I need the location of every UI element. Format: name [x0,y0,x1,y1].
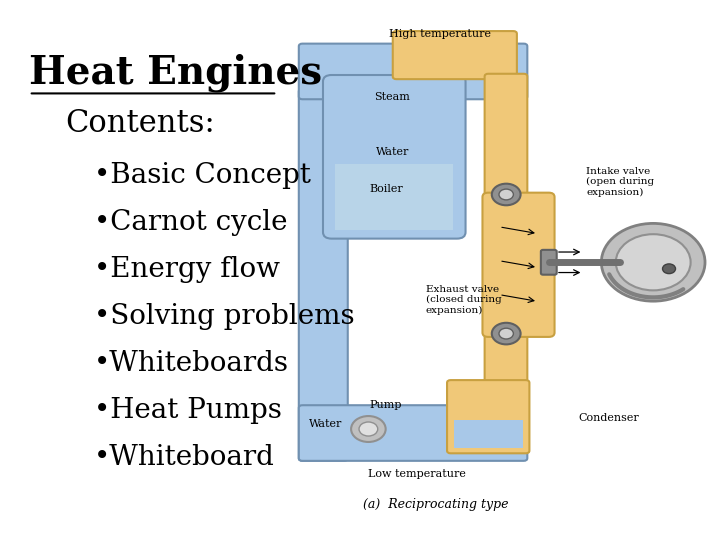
Text: Contents:: Contents: [65,108,215,139]
FancyBboxPatch shape [336,164,454,230]
Circle shape [351,416,386,442]
Text: Water: Water [376,147,409,157]
Text: Intake valve
(open during
expansion): Intake valve (open during expansion) [586,167,654,197]
Text: High temperature: High temperature [390,29,491,39]
Text: •Heat Pumps: •Heat Pumps [94,397,282,424]
Text: •Whiteboard: •Whiteboard [94,444,274,471]
FancyBboxPatch shape [299,44,527,99]
Circle shape [616,234,690,291]
Text: •Carnot cycle: •Carnot cycle [94,209,287,236]
Text: Low temperature: Low temperature [369,469,466,479]
Circle shape [492,184,521,205]
FancyBboxPatch shape [541,250,557,275]
FancyBboxPatch shape [447,380,529,453]
FancyBboxPatch shape [323,75,466,239]
Text: Steam: Steam [374,92,410,102]
Text: •Solving problems: •Solving problems [94,303,354,330]
Text: Heat Engines: Heat Engines [29,54,322,92]
Text: Boiler: Boiler [369,185,402,194]
Text: Exhaust valve
(closed during
expansion): Exhaust valve (closed during expansion) [426,285,501,315]
FancyBboxPatch shape [485,74,527,410]
FancyBboxPatch shape [482,193,554,337]
Circle shape [359,422,378,436]
FancyBboxPatch shape [299,89,348,461]
Text: Water: Water [309,419,342,429]
Text: (a)  Reciprocating type: (a) Reciprocating type [364,498,509,511]
FancyBboxPatch shape [454,420,523,448]
Circle shape [601,224,705,301]
FancyBboxPatch shape [393,31,517,79]
FancyBboxPatch shape [299,405,527,461]
Text: •Energy flow: •Energy flow [94,256,279,283]
Text: Condenser: Condenser [578,413,639,423]
Text: Pump: Pump [369,401,402,410]
Circle shape [499,328,513,339]
Circle shape [662,264,675,274]
Circle shape [499,189,513,200]
Circle shape [492,323,521,345]
Text: •Whiteboards: •Whiteboards [94,350,289,377]
Text: •Basic Concept: •Basic Concept [94,162,310,189]
